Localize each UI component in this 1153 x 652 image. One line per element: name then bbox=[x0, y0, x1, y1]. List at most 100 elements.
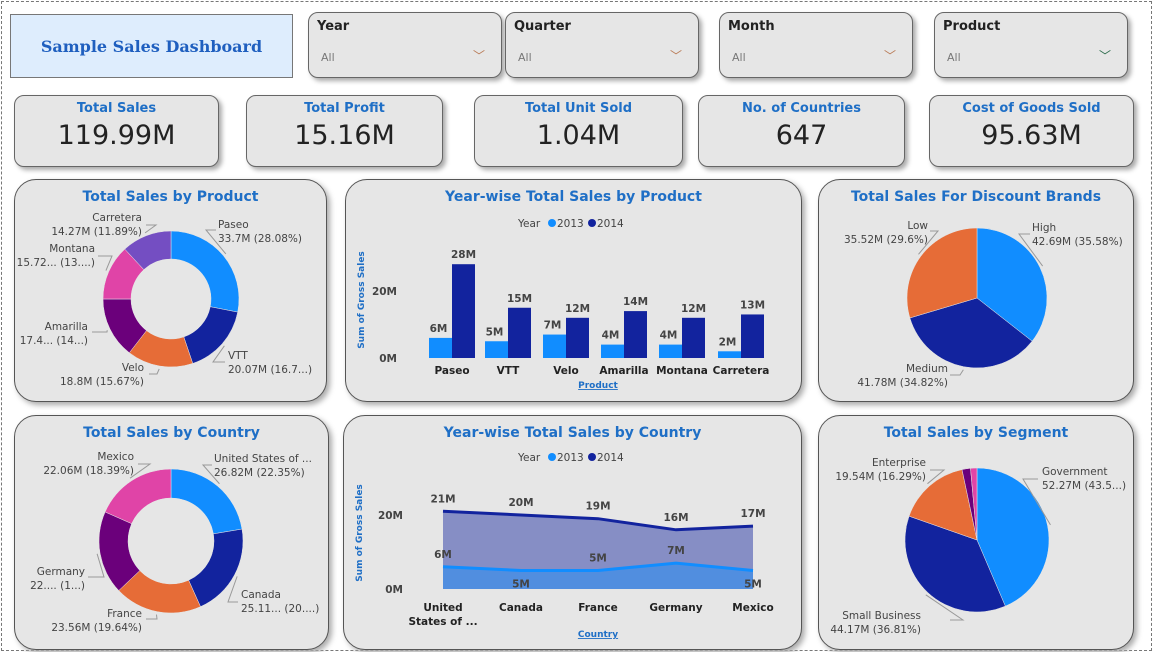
kpi-label: Total Unit Sold bbox=[524, 101, 633, 116]
slice-value: 35.52M (29.6%) bbox=[844, 234, 928, 246]
data-label: 20M bbox=[508, 497, 533, 509]
chevron-down-icon[interactable]: ﹀ bbox=[883, 49, 896, 63]
data-label: 15M bbox=[507, 293, 532, 305]
chart-title: Total Sales by Country bbox=[83, 425, 260, 441]
leader-line bbox=[927, 469, 946, 485]
dashboard-title: Sample Sales Dashboard bbox=[10, 14, 293, 78]
legend-marker bbox=[548, 453, 556, 461]
slice-value: 14.27M (11.89%) bbox=[51, 226, 142, 238]
bar bbox=[566, 317, 589, 358]
leader-line bbox=[1022, 478, 1051, 526]
x-tick-label: Velo bbox=[553, 365, 579, 377]
legend-marker bbox=[588, 453, 596, 461]
pie-slice bbox=[970, 467, 978, 541]
slice-value: 52.27M (43.5...) bbox=[1042, 480, 1126, 492]
slice-name: Mexico bbox=[97, 451, 134, 463]
kpi-total-unit-sold: Total Unit Sold 1.04M bbox=[474, 95, 683, 167]
slice-name: Canada bbox=[241, 589, 281, 601]
slice-value: 42.69M (35.58%) bbox=[1032, 236, 1123, 248]
pie-slice bbox=[976, 467, 1050, 607]
leader-line bbox=[204, 229, 227, 255]
slice-name: Carretera bbox=[92, 212, 142, 224]
slice-value: 33.7M (28.08%) bbox=[218, 233, 302, 245]
slice-value: 23.56M (19.64%) bbox=[51, 622, 142, 634]
slice-name: High bbox=[1032, 222, 1056, 234]
slice-name: Enterprise bbox=[872, 457, 926, 469]
chevron-down-icon[interactable]: ﹀ bbox=[472, 49, 485, 63]
series-line bbox=[442, 561, 754, 572]
kpi-value: 95.63M bbox=[981, 120, 1082, 151]
slice-value: 17.4... (14...) bbox=[20, 335, 88, 347]
data-label: 2M bbox=[719, 336, 737, 348]
bar bbox=[718, 351, 741, 358]
kpi-total-sales: Total Sales 119.99M bbox=[14, 95, 219, 167]
leader-line bbox=[925, 594, 965, 621]
x-tick-label: United bbox=[423, 602, 462, 614]
x-tick-label: Mexico bbox=[732, 602, 773, 614]
data-label: 12M bbox=[681, 303, 706, 315]
data-label: 19M bbox=[585, 501, 610, 513]
chart-title: Total Sales by Product bbox=[82, 189, 259, 205]
leader-line bbox=[950, 369, 964, 376]
chevron-down-icon[interactable]: ﹀ bbox=[669, 49, 682, 63]
bar bbox=[682, 317, 705, 358]
series-line bbox=[442, 509, 754, 532]
pie-slice bbox=[976, 227, 1048, 342]
data-label: 5M bbox=[744, 579, 762, 591]
data-label: 14M bbox=[623, 296, 648, 308]
bar bbox=[659, 344, 682, 358]
pie-slice bbox=[104, 468, 172, 524]
slice-name: Germany bbox=[37, 566, 85, 578]
kpi-label: Total Sales bbox=[76, 101, 157, 116]
month-slicer[interactable]: Month All ﹀ bbox=[719, 12, 913, 78]
slice-value: 26.82M (22.35%) bbox=[214, 467, 305, 479]
data-label: 28M bbox=[451, 249, 476, 261]
slice-name: Government bbox=[1042, 466, 1107, 478]
yearwise-country-card: Year-wise Total Sales by Country bbox=[343, 415, 802, 650]
legend-label: 2013 bbox=[557, 452, 584, 464]
slice-name: Small Business bbox=[842, 610, 921, 622]
chart-title: Year-wise Total Sales by Product bbox=[445, 189, 702, 205]
slice-value: 18.8M (15.67%) bbox=[60, 376, 144, 388]
slice-name: Low bbox=[907, 220, 928, 232]
x-tick-label: Carretera bbox=[713, 365, 770, 377]
year-slicer[interactable]: Year All ﹀ bbox=[308, 12, 502, 78]
legend-title: Year bbox=[517, 218, 541, 230]
pie-slice bbox=[909, 297, 1033, 369]
x-tick-label: Canada bbox=[499, 602, 543, 614]
data-label: 7M bbox=[544, 320, 562, 332]
quarter-slicer[interactable]: Quarter All ﹀ bbox=[505, 12, 699, 78]
chart-title: Total Sales For Discount Brands bbox=[850, 189, 1102, 205]
y-tick-label: 20M bbox=[378, 510, 403, 522]
slicer-label: Year bbox=[317, 19, 350, 34]
kpi-countries: No. of Countries 647 bbox=[698, 95, 905, 167]
slice-name: France bbox=[107, 608, 142, 620]
slice-name: VTT bbox=[228, 350, 248, 362]
leader-line bbox=[92, 330, 108, 333]
kpi-value: 647 bbox=[775, 120, 828, 151]
x-tick-label: VTT bbox=[497, 365, 521, 377]
leader-line bbox=[1018, 233, 1044, 267]
x-tick-label: Germany bbox=[649, 602, 702, 614]
kpi-label: Cost of Goods Sold bbox=[962, 101, 1101, 116]
pie-slice bbox=[188, 528, 244, 608]
bar bbox=[601, 344, 624, 358]
slice-value: 20.07M (16.7...) bbox=[228, 364, 312, 376]
data-label: 21M bbox=[430, 493, 455, 505]
kpi-total-profit: Total Profit 15.16M bbox=[246, 95, 443, 167]
pie-slice bbox=[124, 230, 172, 271]
chevron-down-icon[interactable]: ﹀ bbox=[1098, 49, 1111, 63]
slice-value: 41.78M (34.82%) bbox=[857, 377, 948, 389]
slice-value: 19.54M (16.29%) bbox=[835, 471, 926, 483]
x-tick-label: States of ... bbox=[408, 616, 477, 628]
y-tick-label: 0M bbox=[385, 584, 403, 596]
slice-value: 15.72... (13....) bbox=[17, 257, 95, 269]
slice-name: Velo bbox=[122, 362, 144, 374]
yearwise-product-card: Year-wise Total Sales by Product bbox=[345, 179, 802, 402]
chart-title: Year-wise Total Sales by Country bbox=[443, 425, 702, 441]
data-label: 5M bbox=[512, 579, 530, 591]
legend-title: Year bbox=[517, 452, 541, 464]
product-slicer[interactable]: Product All ﹀ bbox=[934, 12, 1128, 78]
y-tick-label: 20M bbox=[372, 286, 397, 298]
